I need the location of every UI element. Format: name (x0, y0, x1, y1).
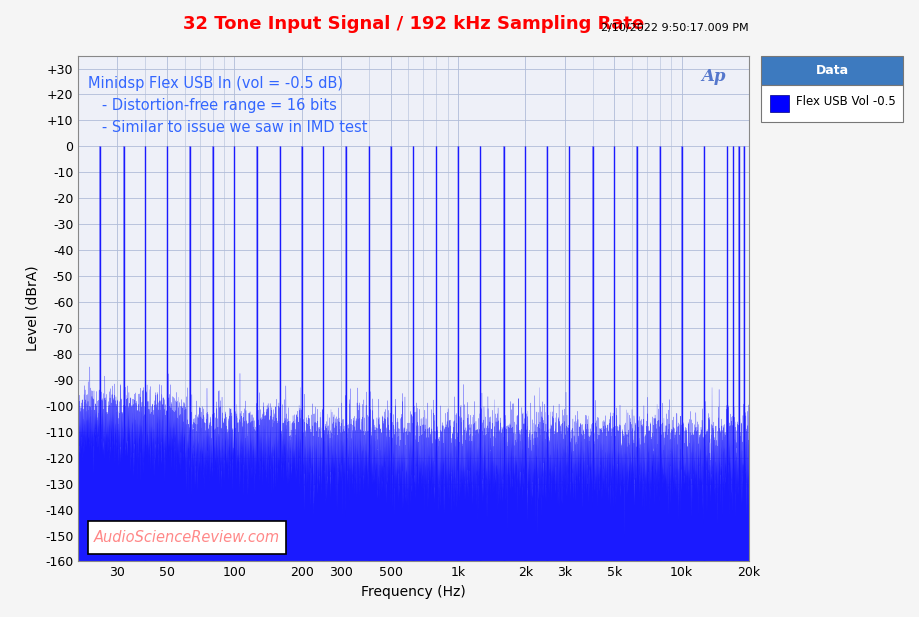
Text: Ap: Ap (701, 68, 725, 85)
X-axis label: Frequency (Hz): Frequency (Hz) (361, 585, 466, 599)
Text: 2/10/2022 9:50:17.009 PM: 2/10/2022 9:50:17.009 PM (601, 23, 749, 33)
Bar (88, 521, 286, 554)
Y-axis label: Level (dBrA): Level (dBrA) (26, 266, 40, 351)
Text: Flex USB Vol -0.5: Flex USB Vol -0.5 (796, 95, 896, 109)
Text: Minidsp Flex USB In (vol = -0.5 dB)
   - Distortion-free range = 16 bits
   - Si: Minidsp Flex USB In (vol = -0.5 dB) - Di… (88, 76, 368, 135)
Text: 32 Tone Input Signal / 192 kHz Sampling Rate: 32 Tone Input Signal / 192 kHz Sampling … (183, 15, 644, 33)
Text: Data: Data (815, 64, 849, 77)
Text: AudioScienceReview.com: AudioScienceReview.com (94, 530, 279, 545)
